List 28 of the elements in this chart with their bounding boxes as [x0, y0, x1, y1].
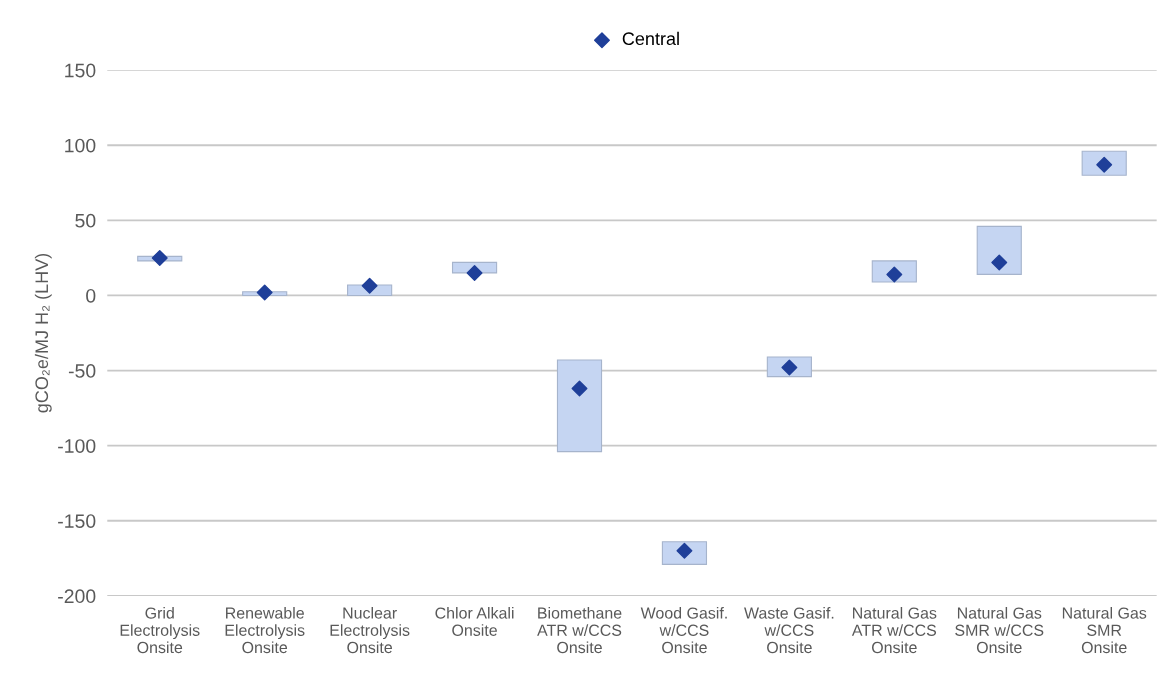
- x-tick-label: Waste Gasif. w/CCS Onsite: [744, 606, 834, 654]
- y-tick-label: -100: [58, 439, 96, 453]
- y-tick-label: 50: [75, 213, 96, 228]
- point: [151, 249, 168, 266]
- x-tick-label: Chlor Alkali Onsite: [435, 606, 514, 636]
- x-tick-label: Natural Gas SMR Onsite: [1062, 606, 1147, 654]
- x-tick-label: Biomethane ATR w/CCS Onsite: [537, 606, 622, 654]
- x-tick-label: Natural Gas ATR w/CCS Onsite: [851, 606, 937, 654]
- x-tick-label: Renewable Electrolysis Onsite: [225, 606, 305, 654]
- point: [466, 264, 483, 281]
- legend-label: Central: [622, 31, 679, 46]
- y-tick-label: 0: [86, 288, 96, 303]
- point: [256, 284, 273, 301]
- y-tick-label: 150: [65, 63, 96, 78]
- x-tick-label: Nuclear Electrolysis Onsite: [330, 606, 410, 654]
- x-tick-label: Wood Gasif. w/CCS Onsite: [640, 606, 727, 654]
- bar: [556, 359, 603, 453]
- bar: [976, 225, 1022, 275]
- x-tick-label: Natural Gas SMR w/CCS Onsite: [955, 606, 1044, 654]
- point: [361, 277, 378, 294]
- point: [571, 380, 588, 397]
- x-tick-label: Grid Electrolysis Onsite: [120, 606, 200, 654]
- y-tick-label: -50: [68, 364, 96, 378]
- y-tick-label: 100: [65, 138, 96, 153]
- y-tick-label: -150: [58, 514, 96, 529]
- point: [991, 254, 1008, 271]
- y-axis-title: gCO₂e/MJ H₂ (LHV): [34, 253, 52, 413]
- y-tick-label: -200: [58, 589, 96, 604]
